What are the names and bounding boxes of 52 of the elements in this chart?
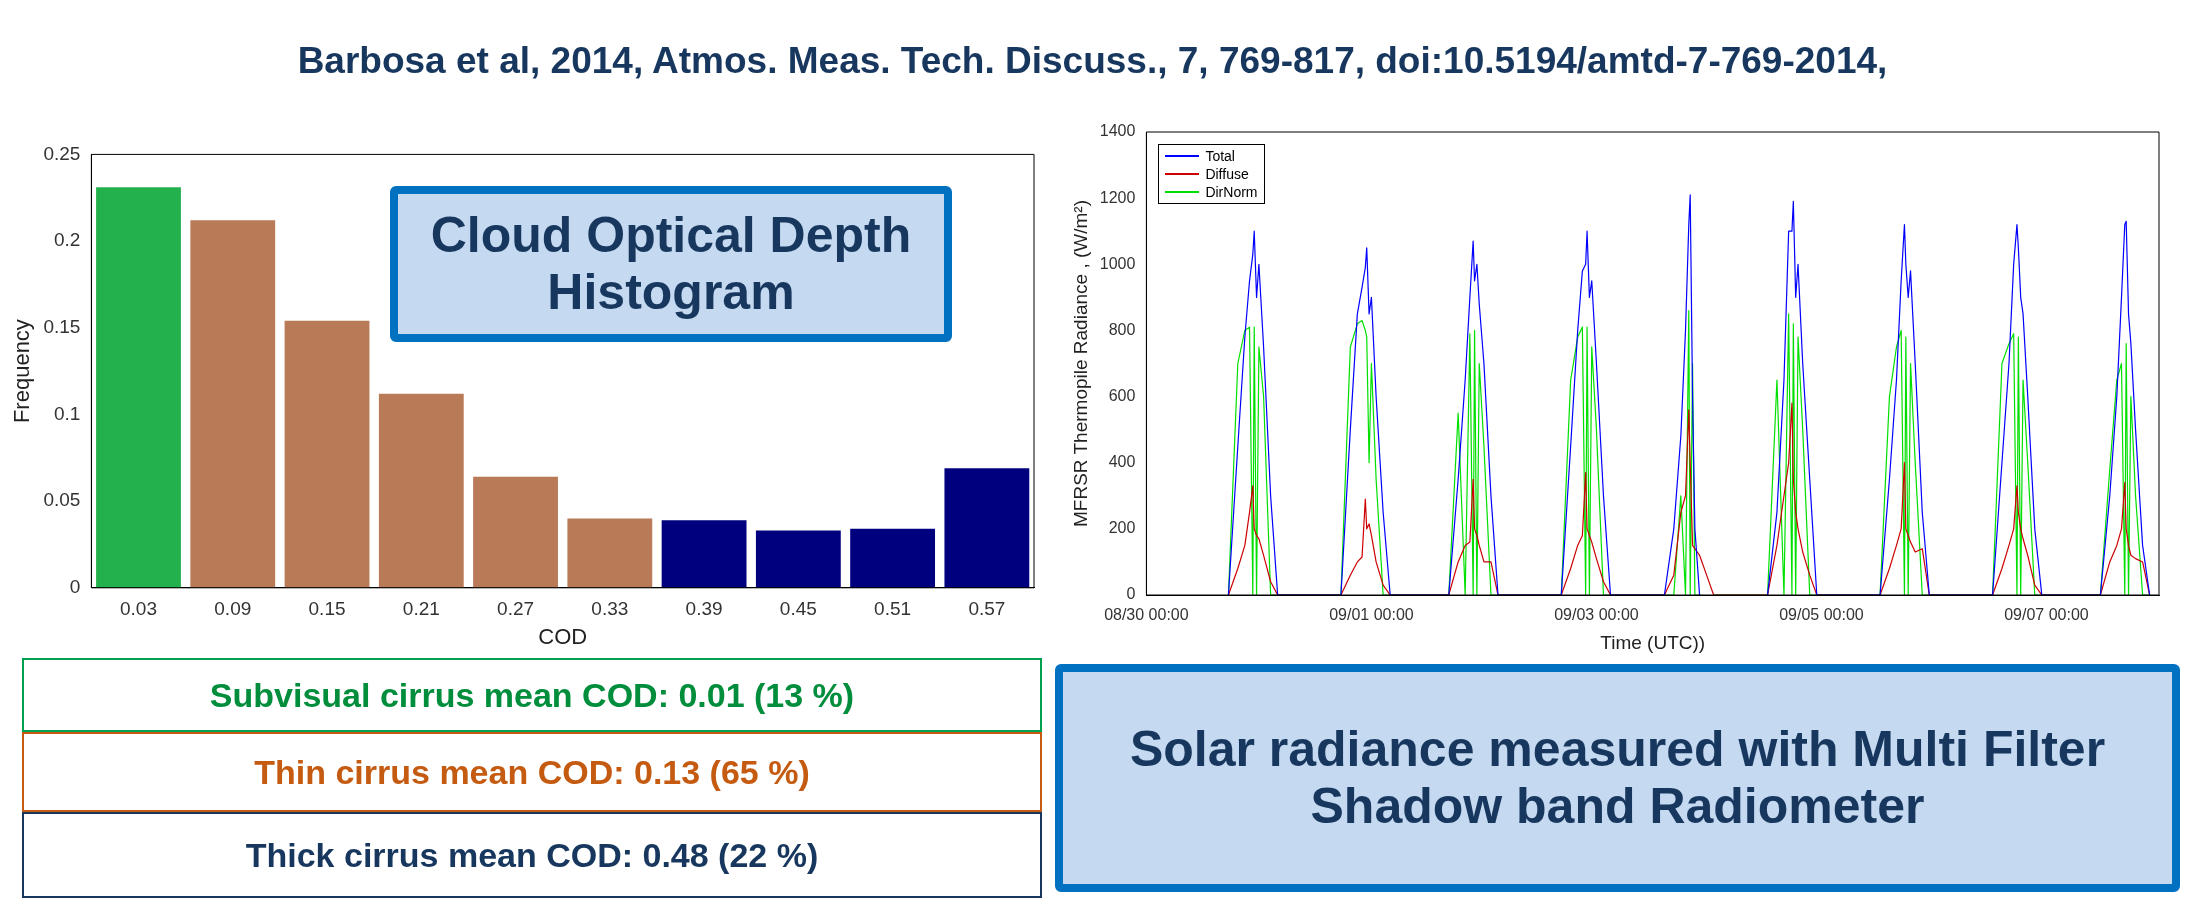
text: Solar radiance measured with Multi Filter Shadow band Radiometer (1055, 664, 2180, 892)
x-tick-label: 0.33 (591, 598, 629, 620)
x-tick-label: 0.45 (779, 598, 817, 620)
bar (567, 518, 653, 588)
x-tick-label: 0.09 (214, 598, 252, 620)
bar (284, 320, 370, 588)
bar (473, 476, 558, 588)
x-axis-title: Time (UTC)) (1600, 631, 1706, 653)
x-tick-label: 0.39 (685, 598, 723, 620)
y-tick-label: 0.2 (53, 229, 81, 251)
x-axis-title: COD (538, 623, 588, 649)
bar (378, 393, 464, 588)
x-tick-label: 0.21 (402, 598, 440, 620)
y-tick-label: 0.1 (53, 402, 81, 424)
legend-label: DirNorm (1205, 184, 1258, 200)
legend-label: Diffuse (1205, 166, 1249, 182)
text: Subvisual cirrus mean COD: 0.01 (13 %) (22, 658, 1042, 732)
text: Cloud Optical Depth Histogram (390, 186, 952, 342)
x-tick-label: 0.15 (308, 598, 346, 620)
text: Thin cirrus mean COD: 0.13 (65 %) (22, 732, 1042, 812)
x-tick-label: 09/03 00:00 (1554, 606, 1639, 624)
bar (190, 220, 276, 588)
bar (661, 520, 747, 588)
y-tick-label: 0.25 (43, 142, 81, 164)
bar (96, 187, 181, 588)
y-tick-label: 0.15 (43, 315, 81, 337)
legend-label: Total (1205, 148, 1235, 164)
y-tick-label: 400 (1108, 453, 1136, 471)
bar (944, 468, 1030, 588)
x-tick-label: 09/07 00:00 (2004, 606, 2089, 624)
text: Thick cirrus mean COD: 0.48 (22 %) (22, 812, 1042, 898)
y-axis-title: Frequency (9, 319, 35, 424)
x-tick-label: 09/01 00:00 (1329, 606, 1414, 624)
bar (755, 530, 841, 588)
y-tick-label: 200 (1108, 519, 1136, 537)
text: Barbosa et al, 2014, Atmos. Meas. Tech. Discuss., 7, 769-817, doi:10.5194/amtd-7-769-2014, (296, 39, 1889, 83)
y-tick-label: 0 (69, 576, 81, 598)
y-tick-label: 800 (1108, 320, 1136, 338)
y-tick-label: 1200 (1099, 188, 1136, 206)
x-tick-label: 08/30 00:00 (1104, 606, 1189, 624)
y-tick-label: 0 (1126, 585, 1136, 603)
y-tick-label: 600 (1108, 386, 1136, 404)
y-tick-label: 1400 (1099, 122, 1136, 140)
bar (850, 528, 936, 588)
x-tick-label: 0.03 (120, 598, 157, 620)
y-axis-title: MFRSR Thermopile Radiance , (W/m²) (1069, 200, 1091, 527)
x-tick-label: 0.27 (497, 598, 535, 620)
x-tick-label: 09/05 00:00 (1779, 606, 1864, 624)
y-tick-label: 0.05 (43, 489, 81, 511)
y-tick-label: 1000 (1099, 254, 1136, 272)
x-tick-label: 0.57 (968, 598, 1006, 620)
x-tick-label: 0.51 (874, 598, 912, 620)
